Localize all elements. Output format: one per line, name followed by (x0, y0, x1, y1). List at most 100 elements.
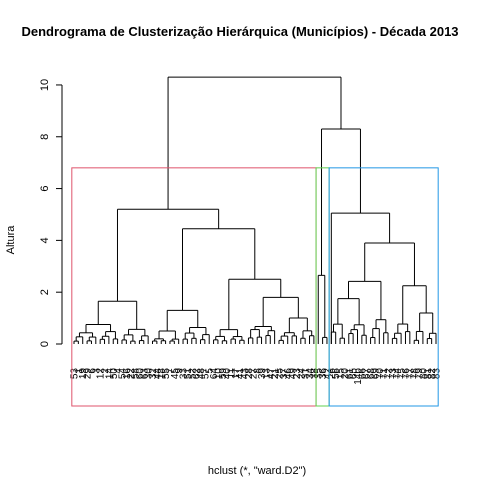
leaf-label: 67 (362, 368, 373, 380)
leaf-label: 11 (227, 368, 238, 379)
y-axis: 0 2 4 6 8 10 (39, 79, 63, 347)
leaf-label: 79 (414, 368, 425, 380)
leaf-label: 13 (261, 368, 272, 380)
y-axis-label: Altura (5, 225, 17, 255)
leaf-label: 75 (397, 368, 408, 380)
dendrogram-tree (73, 76, 437, 344)
leaf-label: 82 (427, 368, 438, 380)
leaf-label: 5 (205, 368, 216, 374)
leaf-label: 46 (283, 368, 294, 380)
leaf-label: 24 (296, 368, 307, 380)
leaf-label: 50 (109, 368, 120, 380)
leaf-label: 19 (78, 368, 89, 380)
leaf-label: 2 (100, 368, 111, 374)
leaf-label: 27 (248, 368, 259, 380)
leaf-label: 34 (305, 368, 316, 380)
cluster-rectangles (71, 167, 439, 407)
y-tick-label: 8 (39, 134, 51, 140)
leaf-label: 52 (187, 368, 198, 380)
leaf-label: 17 (231, 368, 242, 380)
leaf-label: 36 (318, 368, 329, 380)
leaf-label: 4 (113, 368, 124, 374)
leaf-label: 83 (432, 368, 443, 380)
leaf-label: 76 (401, 368, 412, 380)
leaf-label: 57 (200, 368, 211, 380)
leaf-label: 22 (126, 368, 137, 380)
leaf-label: 25 (274, 368, 285, 380)
leaf-label: 55 (161, 368, 172, 380)
y-tick-label: 10 (39, 79, 51, 91)
leaf-label: 53 (70, 368, 81, 380)
leaf-label: 3 (91, 368, 102, 374)
leaf-label: 37 (279, 368, 290, 380)
leaf-label: 65 (349, 368, 360, 380)
leaf-label: 35 (314, 368, 325, 380)
leaf-label: 59 (218, 368, 229, 380)
leaf-label: 8 (253, 368, 264, 374)
leaf-label: 74 (392, 368, 403, 380)
leaf-label: 7 (165, 368, 176, 374)
y-tick-label: 2 (39, 289, 51, 295)
leaf-label: 1 (74, 368, 85, 374)
leaf-label: 54 (117, 368, 128, 380)
leaf-label: 33 (179, 368, 190, 380)
leaf-label: 42 (322, 368, 333, 380)
leaf-label: 39 (257, 368, 268, 380)
leaf-label: 43 (240, 368, 251, 380)
leaf-label: 69 (370, 368, 381, 380)
leaf-label: 23 (292, 368, 303, 380)
leaf-label: 26 (327, 368, 338, 380)
leaf-label: 70 (375, 368, 386, 380)
leaf-label: 61 (344, 368, 355, 380)
leaf-label: 30 (144, 368, 155, 380)
leaf-label: 29 (83, 368, 94, 380)
leaf-label: 56 (331, 368, 342, 380)
leaf-label: 32 (148, 368, 159, 380)
leaf-label: 18 (157, 368, 168, 380)
leaf-label: 63 (139, 368, 150, 380)
leaf-label: 73 (388, 368, 399, 380)
leaf-label: 68 (366, 368, 377, 380)
leaf-label: 49 (288, 368, 299, 380)
leaf-label: 10 (213, 368, 224, 380)
leaf-label: 77 (405, 368, 416, 380)
leaf-label: 9 (174, 368, 185, 374)
leaf-label: 80 (418, 368, 429, 380)
y-tick-label: 0 (39, 341, 51, 347)
leaf-label: 45 (170, 368, 181, 380)
leaf-label: 16 (122, 368, 133, 380)
x-axis-label: hclust (*, "ward.D2") (208, 465, 306, 477)
y-tick-label: 4 (39, 237, 51, 243)
leaf-label: 64 (209, 368, 220, 380)
leaf-label: 62 (192, 368, 203, 380)
leaf-label: 41 (235, 368, 246, 380)
leaf-label: 15 (336, 368, 347, 380)
leaf-label: 14 (104, 368, 115, 380)
leaf-label: 51 (183, 368, 194, 380)
leaf-label: 6 (87, 368, 98, 374)
leaf-label: 81 (423, 368, 434, 380)
leaf-label: 31 (301, 368, 312, 380)
leaf-label: 72 (384, 368, 395, 380)
cluster-box (328, 167, 439, 407)
y-tick-label: 6 (39, 186, 51, 192)
leaf-label: 38 (309, 368, 320, 380)
leaf-label: 60 (135, 368, 146, 380)
leaf-label: 14b (353, 368, 364, 385)
leaf-label: 21 (270, 368, 281, 380)
leaf-label: 48 (196, 368, 207, 380)
leaf-labels: 5311929631221450454162258606330324418557… (70, 368, 443, 385)
leaf-label: 66 (357, 368, 368, 380)
leaf-label: 71 (379, 368, 390, 380)
leaf-label: 58 (131, 368, 142, 380)
leaf-label: 20 (340, 368, 351, 380)
chart-title: Dendrograma de Clusterização Hierárquica… (21, 24, 458, 39)
leaf-label: 12 (96, 368, 107, 380)
leaf-label: 40 (222, 368, 233, 380)
leaf-label: 44 (152, 368, 163, 380)
leaf-label: 28 (244, 368, 255, 380)
leaf-label: 78 (410, 368, 421, 380)
leaf-label: 47 (266, 368, 277, 380)
